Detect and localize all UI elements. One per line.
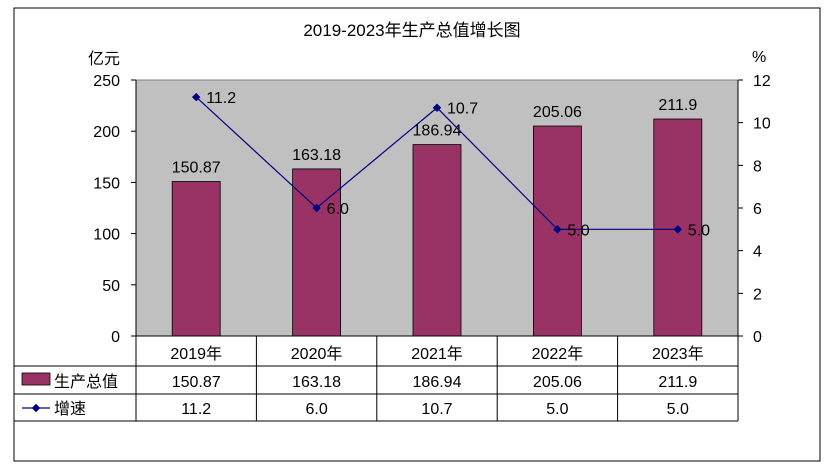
legend-bar-name: 生产总值 xyxy=(54,373,118,391)
plot-area: 0 50 100 150 200 250 0 2 4 6 8 10 12 150.87 163.18 186.… xyxy=(93,73,771,346)
right-tick-label: 4 xyxy=(753,244,762,261)
bar-value-label: 163.18 xyxy=(292,147,341,164)
right-tick-label: 0 xyxy=(753,329,762,346)
category-label: 2023年 xyxy=(652,345,704,363)
chart-title: 2019-2023年生产总值增长图 xyxy=(303,21,520,40)
legend-bar-swatch xyxy=(21,372,51,386)
table-bar-value: 211.9 xyxy=(658,374,697,391)
table-growth-value: 6.0 xyxy=(305,401,327,418)
table-growth-value: 5.0 xyxy=(667,401,689,418)
category-label: 2019年 xyxy=(170,345,222,363)
left-tick-label: 50 xyxy=(102,278,120,295)
bar xyxy=(171,181,221,337)
left-tick-label: 100 xyxy=(93,227,120,244)
category-label: 2021年 xyxy=(411,345,463,363)
right-tick-label: 10 xyxy=(753,116,771,133)
growth-value-label: 11.2 xyxy=(206,90,236,107)
table-growth-value: 10.7 xyxy=(421,401,452,418)
bar-value-label: 150.87 xyxy=(172,160,221,177)
table-bar-value: 186.94 xyxy=(413,374,462,391)
table-growth-value: 11.2 xyxy=(181,401,211,418)
right-tick-label: 6 xyxy=(753,201,762,218)
legend-line-name: 增速 xyxy=(54,400,86,418)
table-bar-value: 163.18 xyxy=(292,374,341,391)
left-axis-unit: 亿元 xyxy=(88,50,120,68)
right-tick-label: 2 xyxy=(753,286,762,303)
left-tick-label: 150 xyxy=(93,175,120,192)
right-tick-label: 12 xyxy=(753,73,771,90)
right-tick-label: 8 xyxy=(753,158,762,175)
growth-value-label: 6.0 xyxy=(327,201,349,218)
growth-value-label: 5.0 xyxy=(688,222,710,239)
legend-line-marker xyxy=(31,403,41,413)
bar-value-label: 186.94 xyxy=(413,123,462,140)
growth-value-label: 10.7 xyxy=(447,101,478,118)
bar-value-label: 205.06 xyxy=(533,104,582,121)
left-tick-label: 0 xyxy=(111,329,120,346)
bar xyxy=(412,144,462,337)
table-growth-value: 5.0 xyxy=(546,401,568,418)
growth-point xyxy=(432,103,442,112)
table-bar-value: 205.06 xyxy=(533,374,582,391)
growth-value-label: 5.0 xyxy=(567,222,589,239)
growth-point xyxy=(312,203,321,213)
category-label: 2022年 xyxy=(532,345,584,363)
left-tick-label: 250 xyxy=(93,73,120,90)
left-tick-label: 200 xyxy=(93,124,120,141)
growth-point xyxy=(191,92,201,102)
right-axis-unit: % xyxy=(752,49,766,66)
category-label: 2020年 xyxy=(291,345,343,363)
table-bar-value: 150.87 xyxy=(172,374,221,391)
bar xyxy=(292,168,342,337)
bar-value-label: 211.9 xyxy=(658,97,697,114)
